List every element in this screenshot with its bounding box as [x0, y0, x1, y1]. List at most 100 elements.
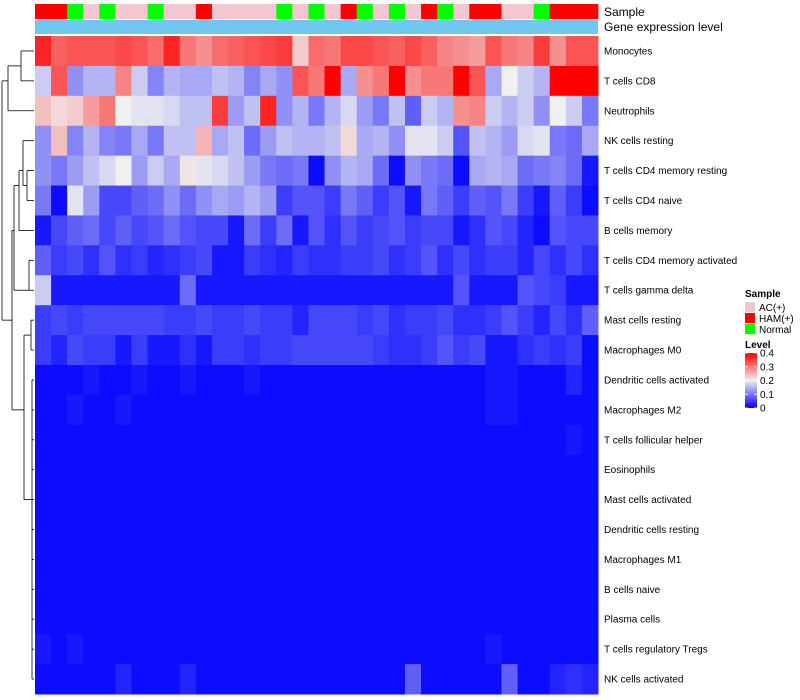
- heatmap-cell: [131, 514, 149, 545]
- sample-cell: [437, 4, 454, 19]
- row-label: T cells gamma delta: [604, 286, 694, 297]
- heatmap-cell: [372, 185, 390, 216]
- heatmap-cell: [581, 514, 599, 545]
- heatmap-cell: [308, 394, 326, 426]
- heatmap-cell: [469, 36, 486, 67]
- heatmap-cell: [533, 335, 551, 366]
- heatmap-cell: [549, 664, 567, 695]
- heatmap-cell: [549, 125, 567, 157]
- heatmap-cell: [260, 394, 277, 426]
- heatmap-cell: [469, 95, 486, 127]
- heatmap-cell: [228, 365, 245, 396]
- heatmap-cell: [517, 275, 535, 306]
- heatmap-cell: [67, 305, 84, 336]
- heatmap-cell: [565, 634, 583, 665]
- heatmap-cell: [340, 634, 358, 665]
- heatmap-cell: [372, 245, 390, 276]
- heatmap-cell: [533, 484, 551, 516]
- heatmap-cell: [421, 484, 438, 516]
- heatmap-cell: [324, 514, 342, 545]
- sample-cell: [99, 4, 116, 19]
- heatmap-cell: [211, 155, 229, 187]
- legend-tick-label: 0.2: [760, 376, 774, 387]
- heatmap-cell: [228, 305, 245, 336]
- heatmap-cell: [549, 65, 567, 97]
- heatmap-cell: [292, 394, 309, 426]
- heatmap-cell: [340, 365, 358, 396]
- heatmap-cell: [581, 95, 599, 127]
- heatmap-cell: [549, 514, 567, 545]
- heatmap-cell: [131, 394, 149, 426]
- heatmap-cell: [163, 634, 181, 665]
- heatmap-cell: [51, 125, 68, 157]
- row-label: NK cells activated: [604, 675, 683, 686]
- heatmap-cell: [517, 394, 535, 426]
- heatmap-cell: [549, 95, 567, 127]
- heatmap-cell: [195, 604, 213, 635]
- heatmap-cell: [421, 634, 438, 665]
- sample-cell: [340, 4, 358, 19]
- heatmap-cell: [67, 365, 84, 396]
- heatmap-cell: [244, 65, 261, 97]
- heatmap-cell: [163, 365, 181, 396]
- heatmap-cell: [565, 335, 583, 366]
- heatmap-cell: [421, 215, 438, 246]
- heatmap-cell: [469, 335, 486, 366]
- heatmap-cell: [388, 484, 406, 516]
- heatmap-cell: [67, 36, 84, 67]
- heatmap-cell: [292, 95, 309, 127]
- heatmap-cell: [67, 125, 84, 157]
- heatmap-cell: [163, 454, 181, 486]
- heatmap-cell: [533, 634, 551, 665]
- heatmap-cell: [421, 335, 438, 366]
- heatmap-cell: [404, 454, 422, 486]
- heatmap-cell: [404, 574, 422, 605]
- heatmap-cell: [421, 155, 438, 187]
- heatmap-cell: [83, 185, 100, 216]
- heatmap-cell: [324, 394, 342, 426]
- heatmap-cell: [533, 36, 551, 67]
- heatmap-cell: [356, 36, 374, 67]
- heatmap-cell: [244, 634, 261, 665]
- heatmap-cell: [163, 574, 181, 605]
- heatmap-cell: [195, 155, 213, 187]
- heatmap-cell: [404, 275, 422, 306]
- row-label: B cells naive: [604, 585, 661, 596]
- heatmap-cell: [244, 484, 261, 516]
- heatmap-cell: [565, 424, 583, 456]
- heatmap-cell: [163, 484, 181, 516]
- row-label: Mast cells resting: [604, 316, 681, 327]
- heatmap-cell: [517, 215, 535, 246]
- heatmap-cell: [549, 484, 567, 516]
- heatmap-cell: [372, 155, 390, 187]
- heatmap-cell: [372, 634, 390, 665]
- heatmap-cell: [292, 335, 309, 366]
- heatmap-cell: [533, 424, 551, 456]
- heatmap-cell: [404, 335, 422, 366]
- legend-sample-entries: AC(+)HAM(+)Normal: [745, 302, 794, 336]
- heatmap-cell: [83, 454, 100, 486]
- heatmap-cell: [195, 634, 213, 665]
- heatmap-cell: [83, 514, 100, 545]
- heatmap-cell: [517, 365, 535, 396]
- heatmap-cell: [115, 335, 133, 366]
- heatmap-cell: [99, 574, 116, 605]
- heatmap-cell: [35, 185, 52, 216]
- heatmap-cell: [147, 125, 165, 157]
- heatmap-cell: [581, 65, 599, 97]
- heatmap-cell: [35, 484, 52, 516]
- heatmap-cell: [35, 305, 52, 336]
- sample-cell: [195, 4, 213, 19]
- legend-tick-label: 0.3: [760, 362, 774, 373]
- heatmap-cell: [565, 484, 583, 516]
- heatmap-cell: [308, 604, 326, 635]
- heatmap-cell: [179, 125, 197, 157]
- heatmap-cell: [228, 604, 245, 635]
- heatmap-cell: [131, 335, 149, 366]
- heatmap-cell: [533, 95, 551, 127]
- heatmap-cell: [211, 544, 229, 575]
- row-dendrogram: [1, 50, 34, 680]
- heatmap-cell: [260, 454, 277, 486]
- heatmap-cell: [501, 394, 519, 426]
